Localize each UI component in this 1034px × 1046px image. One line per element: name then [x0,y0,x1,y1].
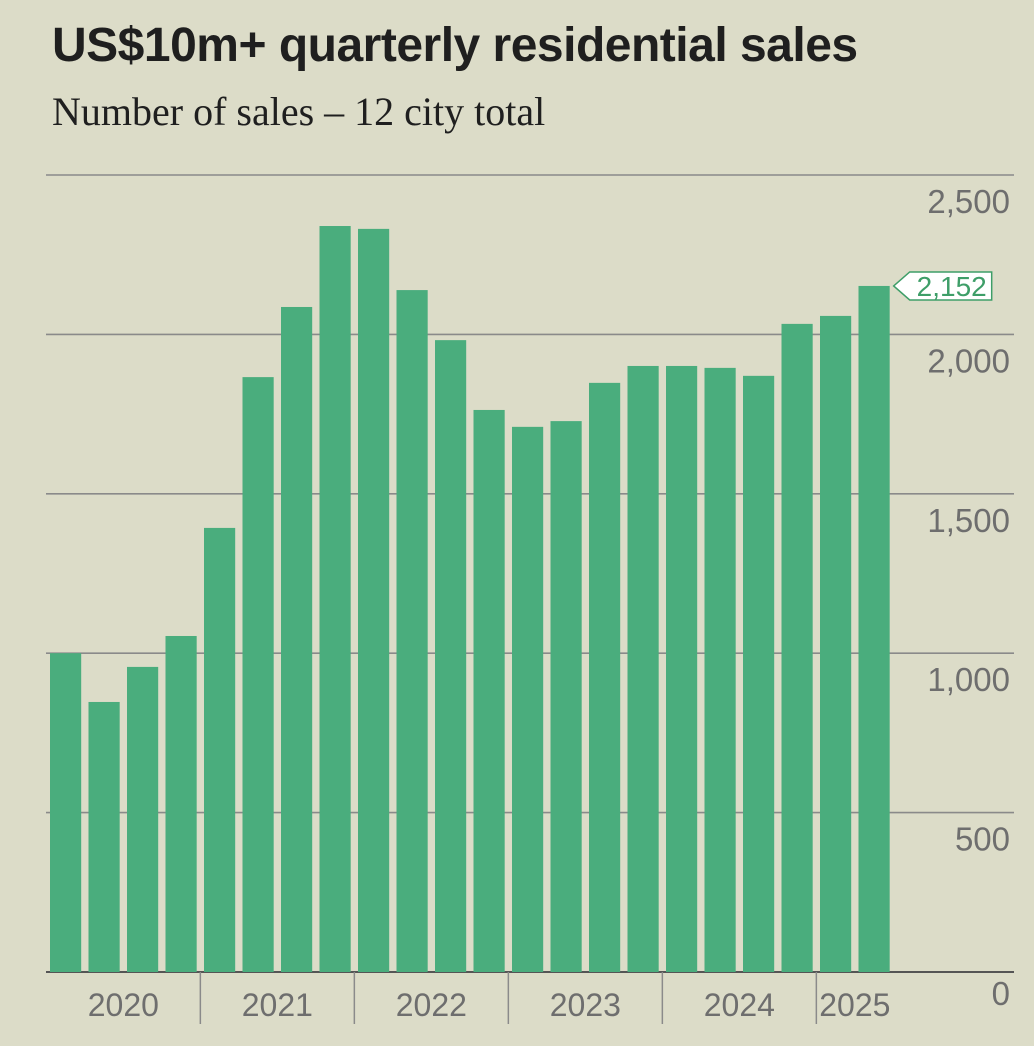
bar [88,701,120,972]
bar [512,426,544,972]
y-tick-label: 2,000 [927,342,1010,379]
x-tick-label: 2021 [242,987,313,1023]
x-tick-label: 2023 [550,987,621,1023]
y-tick-label: 1,500 [927,502,1010,539]
bar [550,421,582,972]
bar [50,653,82,972]
bar [820,315,852,972]
bar [473,409,505,973]
bar [704,367,736,972]
bar [666,365,698,973]
y-tick-label: 0 [992,975,1010,1012]
bar [358,228,390,972]
x-tick-label: 2020 [88,987,159,1023]
bar [242,377,274,972]
bar [435,340,467,972]
chart-title: US$10m+ quarterly residential sales [52,19,858,72]
bar [165,635,197,972]
y-tick-label: 2,500 [927,183,1010,220]
bar [281,306,313,973]
bar [204,527,236,972]
x-axis: 2020 2021 2022 2023 2024 2025 [88,972,890,1024]
chart-subtitle: Number of sales – 12 city total [52,89,546,134]
bar [319,226,351,972]
value-callout-box [892,271,993,301]
y-tick-label: 1,000 [927,661,1010,698]
x-tick-label: 2025 [819,987,890,1023]
bar [396,290,428,972]
y-tick-label: 500 [955,821,1010,858]
bar [589,382,621,972]
bar [127,666,159,972]
annotations: 2,152 [892,271,993,302]
bars [50,226,890,973]
y-axis-ticks: 0 500 1,000 1,500 2,000 2,500 [927,183,1010,1012]
bar [781,323,813,972]
bar [743,375,775,972]
x-tick-label: 2022 [396,987,467,1023]
x-tick-label: 2024 [704,987,775,1023]
value-callout-label: 2,152 [917,271,987,302]
bar [858,285,890,973]
bar [627,365,659,973]
